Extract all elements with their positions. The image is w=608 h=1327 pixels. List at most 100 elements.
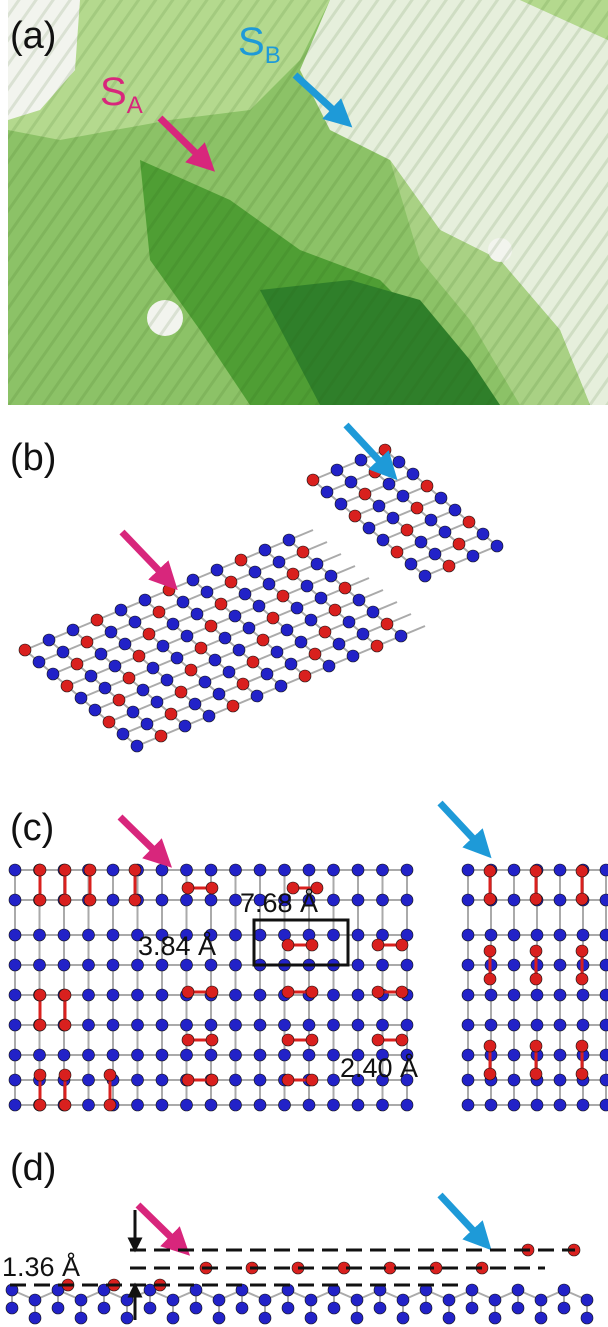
atom xyxy=(9,1019,21,1031)
atom xyxy=(331,464,343,476)
atom xyxy=(107,1049,119,1061)
atom xyxy=(107,959,119,971)
atom xyxy=(254,1074,266,1086)
atom xyxy=(109,660,121,672)
atom xyxy=(235,554,247,566)
atom xyxy=(576,945,588,957)
atom xyxy=(349,510,361,522)
atom xyxy=(531,929,543,941)
atom xyxy=(254,1099,266,1111)
atom xyxy=(71,658,83,670)
atom xyxy=(577,929,589,941)
atom xyxy=(182,1034,194,1046)
atom xyxy=(372,1034,384,1046)
atom xyxy=(315,592,327,604)
atom xyxy=(420,1302,432,1314)
atom xyxy=(9,1049,21,1061)
atom xyxy=(29,1312,41,1324)
atom xyxy=(484,945,496,957)
atom xyxy=(377,534,389,546)
atom xyxy=(282,1074,294,1086)
atom xyxy=(328,1302,340,1314)
atom xyxy=(143,628,155,640)
atom xyxy=(581,1312,593,1324)
atom xyxy=(508,1049,520,1061)
atom xyxy=(397,1294,409,1306)
atom xyxy=(84,864,96,876)
atom xyxy=(161,674,173,686)
atom xyxy=(576,865,588,877)
atom xyxy=(508,864,520,876)
atom xyxy=(377,1099,389,1111)
atom xyxy=(213,1312,225,1324)
atom xyxy=(105,626,117,638)
atom xyxy=(306,939,318,951)
atom xyxy=(9,1099,21,1111)
atom xyxy=(462,1049,474,1061)
atom xyxy=(59,864,71,876)
atom xyxy=(9,959,21,971)
atom xyxy=(491,540,503,552)
atom xyxy=(156,894,168,906)
atom xyxy=(9,1074,21,1086)
atom xyxy=(321,486,333,498)
atom xyxy=(129,894,141,906)
atom xyxy=(185,664,197,676)
atom xyxy=(199,676,211,688)
atom xyxy=(52,1302,64,1314)
atom xyxy=(554,959,566,971)
atom xyxy=(530,945,542,957)
atom xyxy=(287,568,299,580)
atom xyxy=(421,480,433,492)
atom xyxy=(535,1312,547,1324)
atom xyxy=(379,444,391,456)
atom xyxy=(462,959,474,971)
atom xyxy=(508,1099,520,1111)
atom xyxy=(189,698,201,710)
atom xyxy=(554,989,566,1001)
atom xyxy=(83,929,95,941)
figure: (a) SA SB (b) (c) 7.68 Å 3.84 Å 2.40 Å (… xyxy=(0,0,608,1327)
atom xyxy=(600,989,608,1001)
atom xyxy=(34,1069,46,1081)
atom xyxy=(600,1074,608,1086)
atom xyxy=(59,1099,71,1111)
atom xyxy=(303,1049,315,1061)
atom xyxy=(576,973,588,985)
atom xyxy=(155,730,167,742)
atom xyxy=(508,1074,520,1086)
atom xyxy=(181,1099,193,1111)
atom xyxy=(554,1099,566,1111)
atom xyxy=(401,959,413,971)
atom xyxy=(230,1099,242,1111)
atom xyxy=(600,1099,608,1111)
atom xyxy=(144,1302,156,1314)
atom xyxy=(328,894,340,906)
atom xyxy=(83,959,95,971)
atom xyxy=(89,704,101,716)
atom xyxy=(299,670,311,682)
atom xyxy=(577,1099,589,1111)
atom xyxy=(396,986,408,998)
atom xyxy=(75,1312,87,1324)
atom xyxy=(554,929,566,941)
atom xyxy=(393,456,405,468)
atom xyxy=(377,864,389,876)
atom xyxy=(485,1019,497,1031)
atom xyxy=(484,1040,496,1052)
atom xyxy=(57,646,69,658)
atom xyxy=(153,606,165,618)
atom xyxy=(247,656,259,668)
atom xyxy=(600,929,608,941)
atom xyxy=(34,864,46,876)
lattice-perspective xyxy=(19,444,503,752)
atom xyxy=(530,865,542,877)
atom xyxy=(357,628,369,640)
atom xyxy=(374,1302,386,1314)
atom xyxy=(206,1074,218,1086)
atom xyxy=(104,1099,116,1111)
atom xyxy=(554,1019,566,1031)
atom xyxy=(279,1019,291,1031)
atom xyxy=(230,1074,242,1086)
atom xyxy=(462,894,474,906)
